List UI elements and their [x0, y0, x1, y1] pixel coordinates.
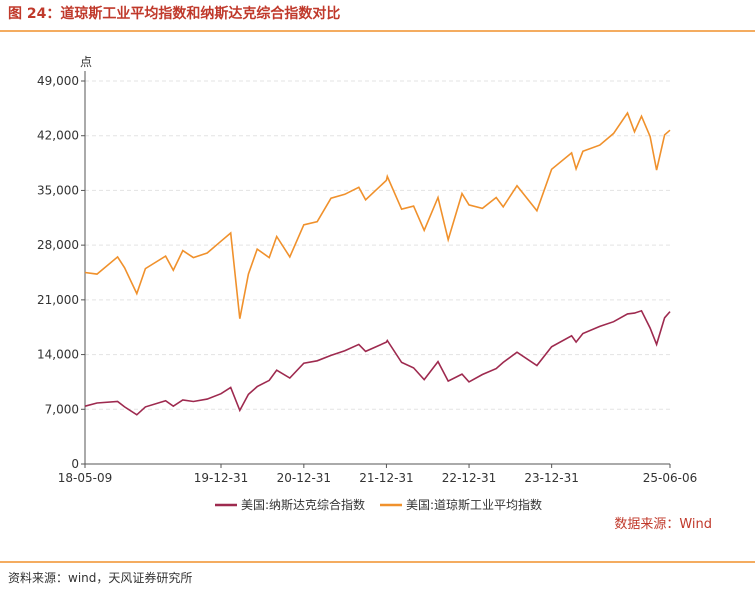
- series-line: [84, 111, 671, 319]
- footer: 资料来源：wind，天风证券研究所: [8, 570, 192, 585]
- legend-label: 美国:道琼斯工业平均指数: [406, 497, 542, 512]
- y-tick-label: 35,000: [37, 183, 79, 197]
- y-tick-label: 0: [71, 457, 79, 471]
- x-tick-label: 23-12-31: [524, 471, 578, 485]
- y-tick-label: 49,000: [37, 74, 79, 88]
- series-line: [84, 309, 671, 416]
- y-tick-label: 7,000: [45, 402, 79, 416]
- x-tick-label: 18-05-09: [58, 471, 112, 485]
- y-tick-label: 14,000: [37, 348, 79, 362]
- legend-label: 美国:纳斯达克综合指数: [241, 497, 365, 512]
- x-tick-label: 22-12-31: [442, 471, 496, 485]
- x-tick-label: 20-12-31: [277, 471, 331, 485]
- y-tick-label: 42,000: [37, 129, 79, 143]
- source-note: 数据来源：Wind: [614, 517, 712, 532]
- x-tick-label: 19-12-31: [194, 471, 248, 485]
- x-tick-label: 25-06-06: [643, 471, 697, 485]
- x-tick-label: 21-12-31: [359, 471, 413, 485]
- title: 图 24：道琼斯工业平均指数和纳斯达克综合指数对比: [8, 5, 340, 22]
- y-tick-label: 28,000: [37, 238, 79, 252]
- y-tick-label: 21,000: [37, 293, 79, 307]
- y-unit: 点: [80, 55, 92, 69]
